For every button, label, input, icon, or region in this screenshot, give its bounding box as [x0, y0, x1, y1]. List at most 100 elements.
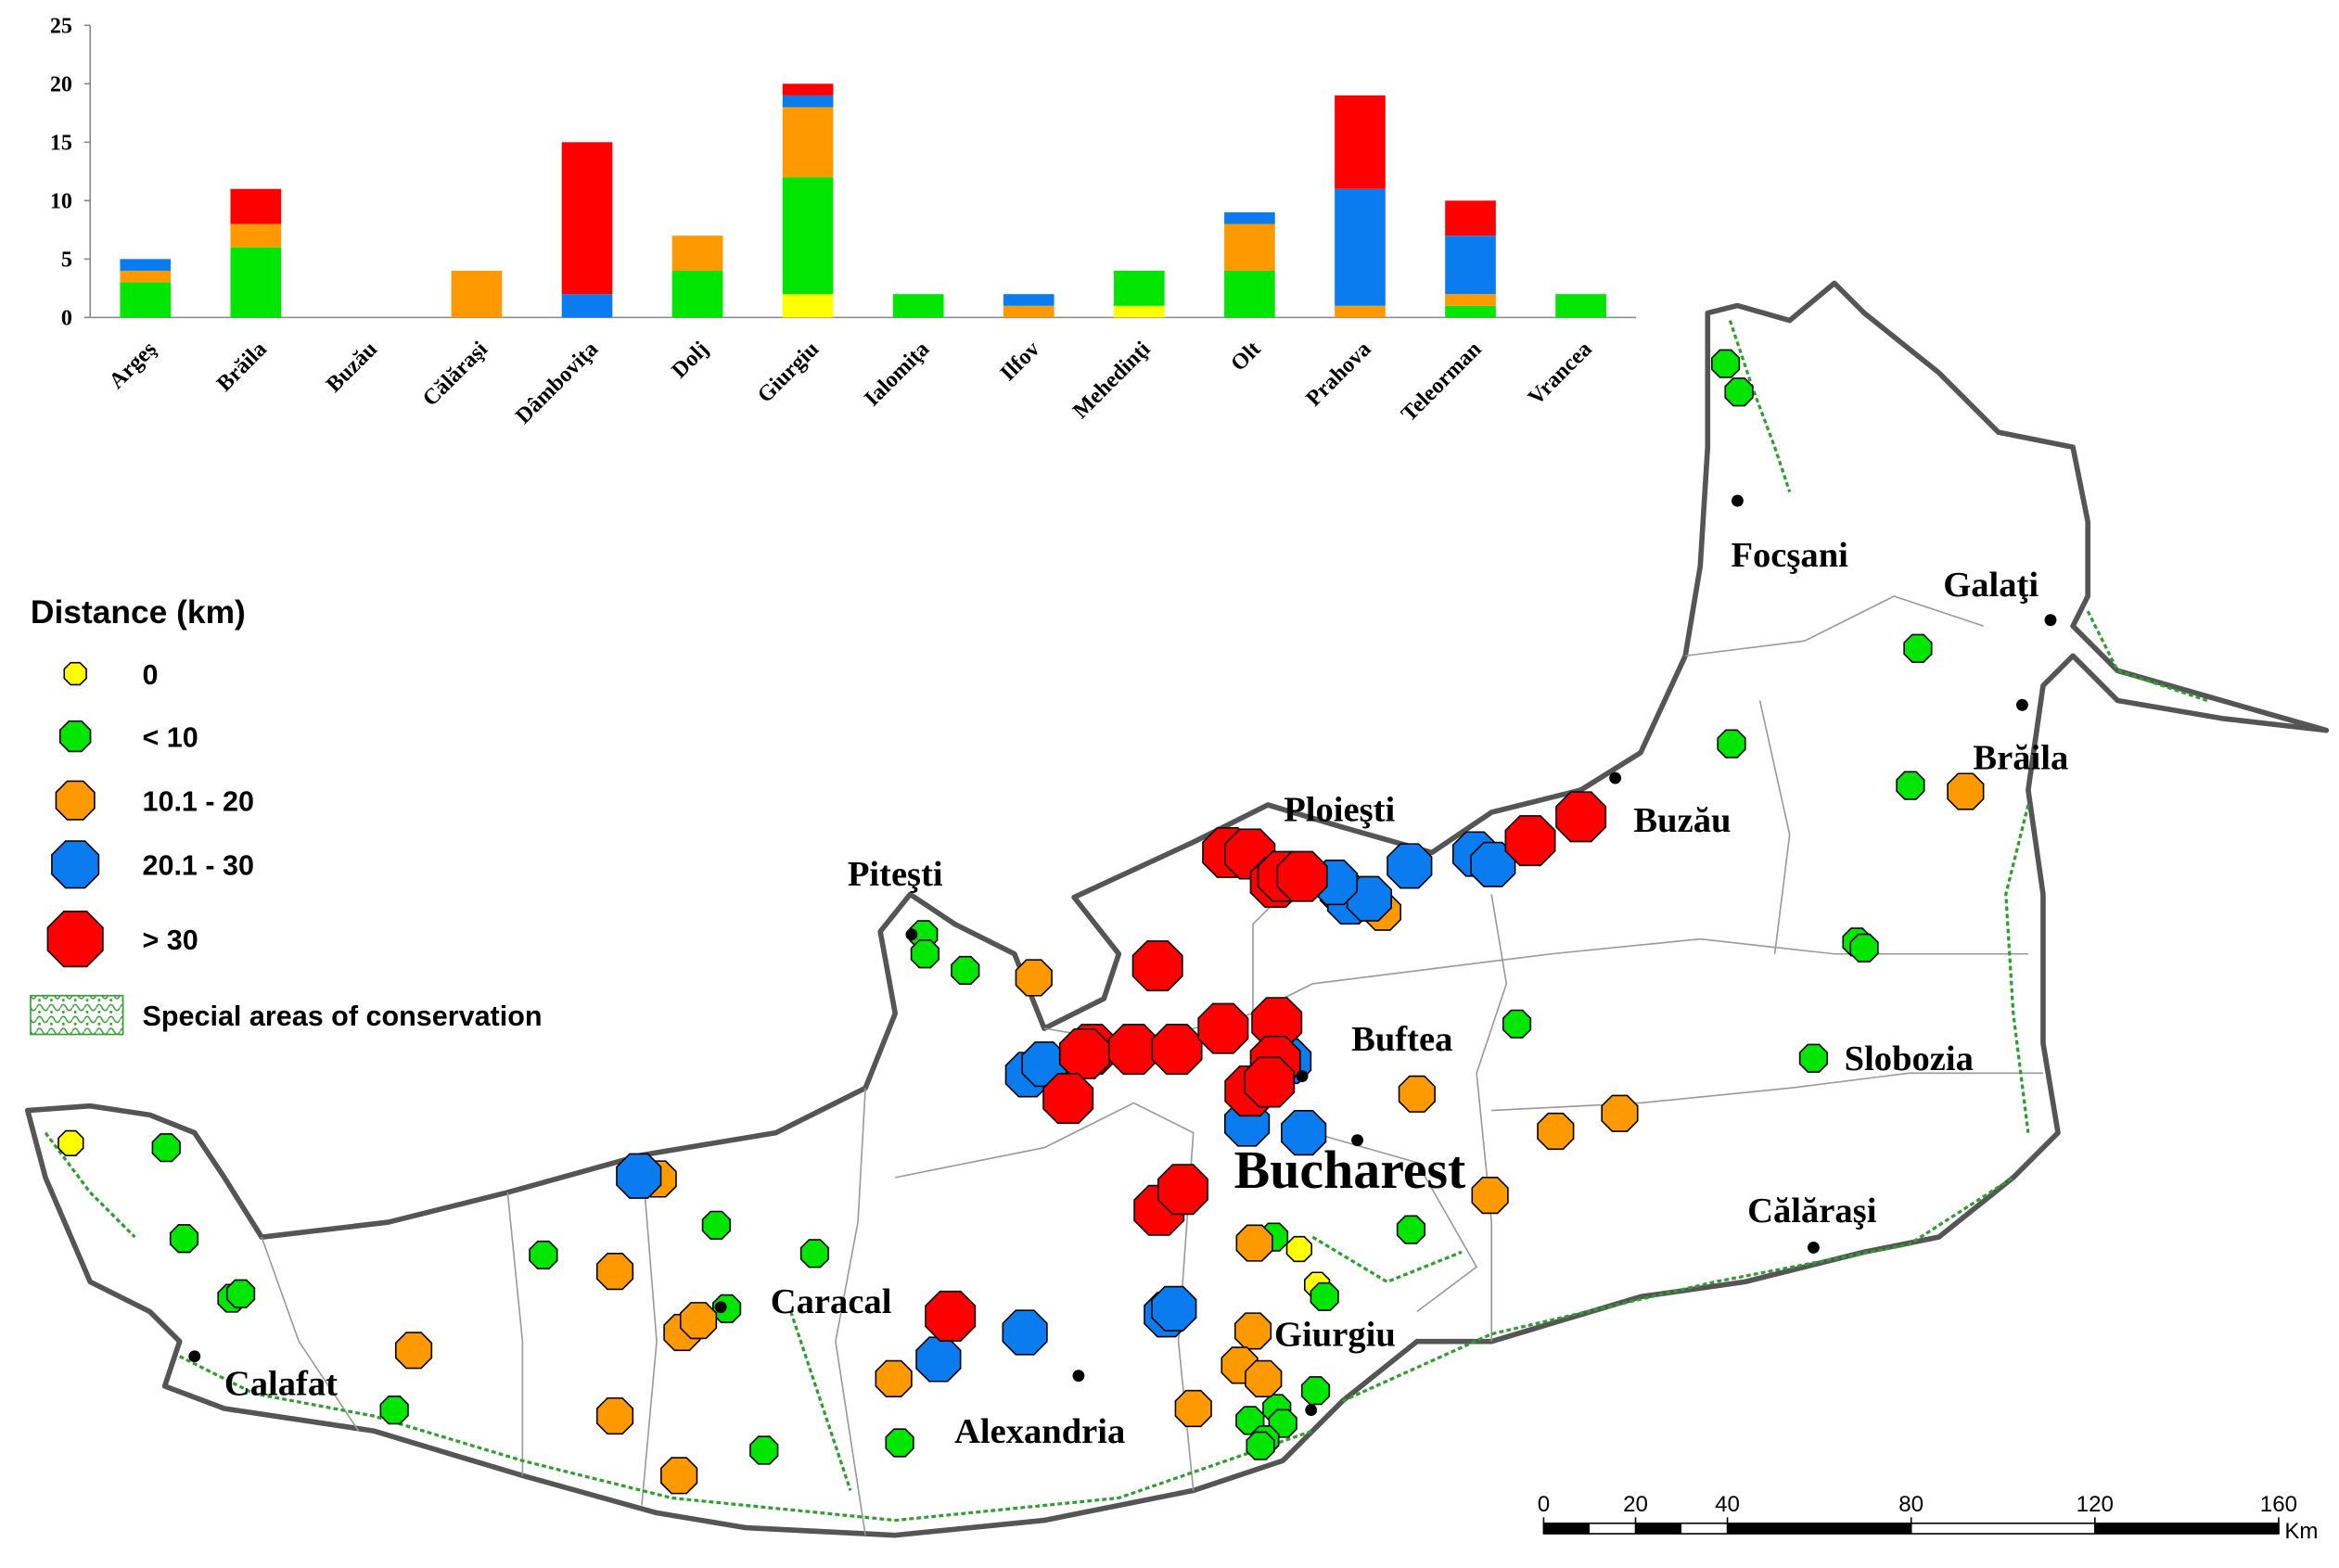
bar-segment [230, 247, 282, 318]
site-marker [1849, 933, 1879, 962]
x-tick-label: Călăraşi [418, 337, 492, 411]
site-marker [799, 1239, 830, 1268]
scale-segment [1635, 1523, 1682, 1535]
site-marker [1310, 1281, 1339, 1312]
site-marker [1174, 1389, 1212, 1428]
site-marker [1717, 729, 1746, 759]
map: Focşani Galaţi Brăila Buzău Ploieşti Piteşti B… [24, 280, 2330, 1538]
city-label: Alexandria [954, 1412, 1125, 1451]
x-tick-label: Mehedinţi [1068, 337, 1155, 423]
legend-label: Special areas of conservation [142, 1001, 542, 1032]
legend-label: 10.1 - 20 [142, 785, 254, 817]
x-tick-label: Olt [1226, 338, 1265, 376]
site-marker [1555, 791, 1607, 843]
y-tick-label: 5 [61, 248, 72, 272]
bar-segment [561, 294, 613, 318]
city-dot [905, 928, 918, 941]
x-tick-label: Dolj [668, 338, 714, 384]
region-outline [24, 280, 2330, 1538]
conservation-areas [44, 320, 2208, 1523]
bar-segment [782, 294, 834, 318]
site-marker [1798, 1043, 1828, 1073]
city-dot [1731, 494, 1744, 507]
site-marker [1107, 1024, 1159, 1076]
y-tick-label: 25 [50, 14, 72, 38]
city-label: Ploieşti [1284, 791, 1395, 830]
city-label: Calafat [224, 1365, 338, 1404]
bar-segment [230, 188, 282, 224]
city-label: Călăraşi [1747, 1192, 1877, 1230]
site-marker [915, 1336, 962, 1383]
site-marker [1235, 1224, 1273, 1262]
scale-label: 20 [1623, 1492, 1648, 1517]
site-marker [58, 1129, 84, 1157]
site-marker [885, 1428, 914, 1458]
bar-segment [1003, 305, 1054, 318]
bar-segment [1224, 223, 1275, 271]
site-marker [1245, 1359, 1283, 1397]
site-marker [1896, 771, 1925, 800]
site-marker [1504, 815, 1556, 867]
site-marker [595, 1253, 634, 1291]
city-dot [1351, 1134, 1363, 1147]
legend-marker [46, 911, 104, 968]
x-tick-label: Teleorman [1397, 337, 1487, 427]
site-marker [925, 1290, 977, 1342]
site-marker [1244, 1056, 1296, 1108]
site-marker [1131, 940, 1183, 992]
site-marker [151, 1133, 181, 1163]
x-tick-label: Giurgiu [753, 338, 824, 408]
bar-segment [561, 142, 613, 295]
city-label: Buzău [1633, 801, 1731, 840]
site-marker [169, 1224, 199, 1254]
site-marker [910, 939, 939, 969]
site-marker [1710, 349, 1741, 378]
bar-segment [1335, 305, 1386, 318]
site-marker [1268, 1409, 1297, 1438]
site-marker [225, 1279, 256, 1308]
y-tick-label: 0 [61, 306, 72, 330]
bar-segment [1445, 200, 1496, 236]
site-marker [1233, 1312, 1272, 1350]
site-marker [660, 1457, 698, 1495]
city-label: Galaţi [1943, 566, 2039, 605]
y-tick-label: 15 [50, 131, 72, 155]
city-label: Giurgiu [1274, 1315, 1396, 1354]
site-marker [1246, 1431, 1275, 1460]
bar-segment [120, 259, 172, 271]
city-dot [714, 1301, 727, 1314]
x-tick-label: Dâmboviţa [511, 338, 603, 429]
site-marker [1601, 1094, 1639, 1132]
bar-segment [1224, 211, 1275, 224]
x-tick-label: Prahova [1302, 338, 1376, 412]
bar-segment [120, 282, 172, 318]
site-marker [1151, 1024, 1203, 1076]
x-tick-label: Argeş [105, 338, 161, 394]
x-tick-label: Ilfov [996, 337, 1045, 386]
legend-marker [51, 840, 100, 889]
bar-segment [782, 107, 834, 178]
x-tick-label: Brăila [212, 338, 272, 397]
site-marker [529, 1240, 558, 1270]
legend-marker [58, 720, 92, 753]
y-tick-label: 10 [50, 189, 72, 213]
city-label: Piteşti [848, 855, 943, 894]
city-dot [1609, 771, 1622, 784]
site-marker [951, 955, 980, 986]
bar-chart: 0 5 10 15 20 25 Argeş Brăila Buzău Călăraşi Dâmbov… [50, 14, 1637, 429]
site-marker [1471, 1177, 1509, 1215]
bar-segment [451, 270, 503, 318]
bar-segment [671, 270, 723, 318]
scale-label: 80 [1898, 1492, 1924, 1517]
y-tick-label: 20 [50, 72, 72, 96]
site-marker [1537, 1112, 1575, 1151]
site-marker [1002, 1309, 1048, 1356]
bar-segment [1114, 305, 1165, 318]
bar-segment [671, 236, 723, 271]
site-marker [379, 1396, 409, 1425]
legend-label: < 10 [142, 721, 198, 753]
bar-segment [1555, 294, 1606, 318]
scale-segment [1727, 1523, 1911, 1535]
